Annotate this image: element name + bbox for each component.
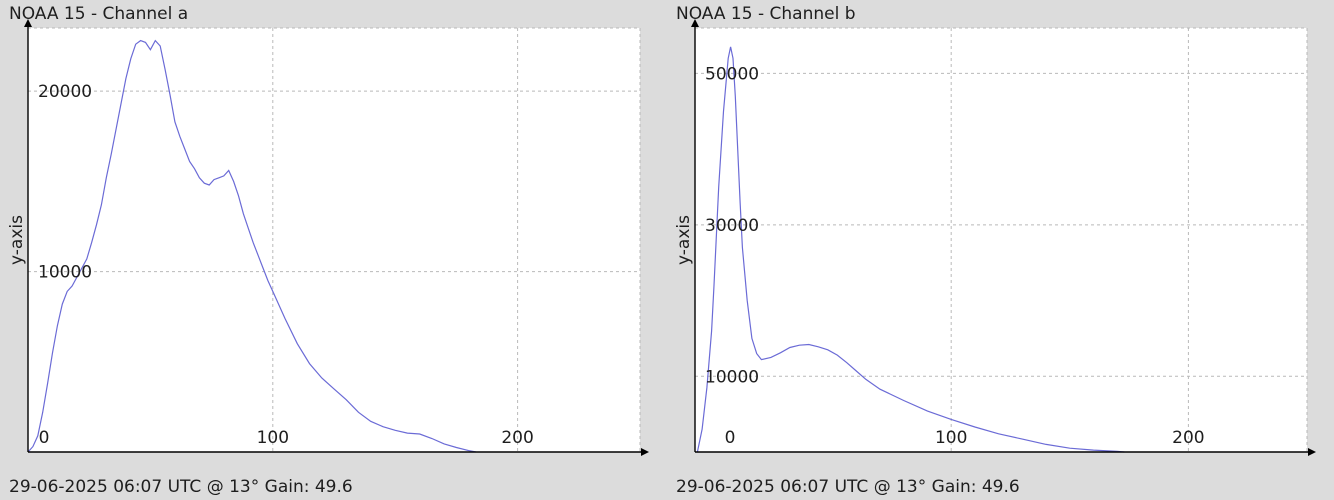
- y-axis-arrow: [691, 19, 699, 27]
- y-tick-label: 10000: [705, 367, 759, 387]
- chart-title: NOAA 15 - Channel b: [676, 4, 856, 24]
- chart-title: NOAA 15 - Channel a: [9, 4, 189, 24]
- plot-background: [695, 28, 1307, 452]
- y-tick-label: 50000: [705, 64, 759, 84]
- series-line: [696, 46, 1125, 453]
- chart-panel-b: NOAA 15 - Channel b 0 100 200 10000 30000 500…: [667, 0, 1334, 500]
- chart-footer: 29-06-2025 06:07 UTC @ 13° Gain: 49.6: [676, 477, 1020, 497]
- x-tick-label: 200: [1172, 428, 1204, 448]
- plot-background: [28, 28, 640, 452]
- y-axis-arrow: [24, 19, 32, 27]
- x-axis-arrow: [1308, 448, 1316, 456]
- chart-footer: 29-06-2025 06:07 UTC @ 13° Gain: 49.6: [9, 477, 353, 497]
- plot-area: 0 100 200 10000 20000 y-axis: [7, 19, 649, 456]
- plot-area: 0 100 200 10000 30000 50000 y-axis: [674, 19, 1316, 456]
- x-tick-label: 0: [39, 428, 50, 448]
- y-axis-label: y-axis: [7, 215, 27, 265]
- y-axis-label: y-axis: [674, 215, 694, 265]
- x-axis-arrow: [641, 448, 649, 456]
- chart-panel-a: NOAA 15 - Channel a 0 100 200 10000 20000 y-a…: [7, 4, 649, 497]
- y-tick-label: 20000: [38, 82, 92, 102]
- x-tick-label: 0: [725, 428, 736, 448]
- x-tick-label: 100: [935, 428, 967, 448]
- y-tick-label: 10000: [38, 263, 92, 283]
- x-tick-label: 200: [501, 428, 533, 448]
- y-tick-label: 30000: [705, 216, 759, 236]
- x-tick-label: 100: [257, 428, 289, 448]
- series-line: [27, 39, 477, 453]
